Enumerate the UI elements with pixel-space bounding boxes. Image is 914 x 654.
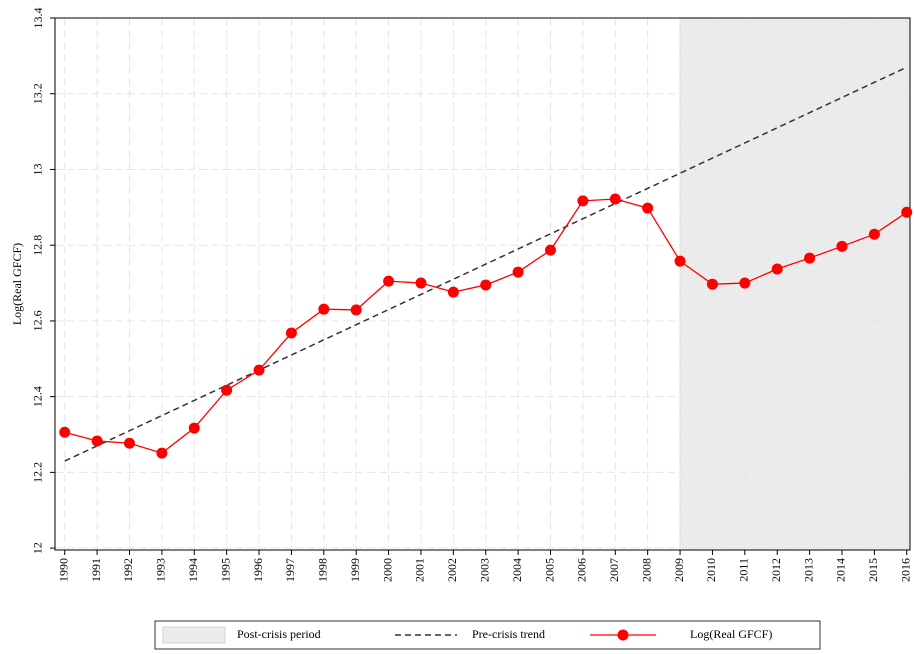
x-tick-label: 2004 (510, 558, 524, 582)
x-tick-label: 2006 (575, 558, 589, 582)
x-tick-label: 2016 (899, 558, 913, 582)
x-tick-label: 2005 (542, 558, 556, 582)
x-tick-label: 2011 (737, 558, 751, 582)
y-tick-label: 12.4 (31, 386, 45, 407)
data-point (221, 384, 233, 396)
data-point (739, 277, 751, 289)
data-point (447, 286, 459, 298)
x-tick-label: 2009 (672, 558, 686, 582)
data-point (642, 202, 654, 214)
legend-box (154, 620, 821, 650)
y-tick-label: 12.6 (31, 310, 45, 331)
y-tick-label: 13.2 (31, 83, 45, 104)
x-tick-label: 2001 (413, 558, 427, 582)
y-tick-label: 12.8 (31, 235, 45, 256)
data-point (253, 364, 265, 376)
legend-label: Log(Real GFCF) (690, 627, 772, 641)
data-point (156, 447, 168, 459)
y-tick-label: 13.4 (31, 8, 45, 29)
y-tick-label: 12 (31, 542, 45, 554)
x-tick-label: 1997 (283, 558, 297, 582)
legend-swatch (617, 629, 629, 641)
data-point (188, 422, 200, 434)
x-tick-label: 1995 (218, 558, 232, 582)
legend-label: Pre-crisis trend (472, 627, 545, 641)
x-tick-label: 2003 (477, 558, 491, 582)
x-tick-label: 1993 (154, 558, 168, 582)
x-tick-label: 1992 (121, 558, 135, 582)
data-point (706, 278, 718, 290)
x-tick-label: 2000 (380, 558, 394, 582)
legend-swatch (162, 626, 226, 644)
data-point (674, 255, 686, 267)
legend-label: Post-crisis period (237, 627, 321, 641)
x-tick-label: 2002 (445, 558, 459, 582)
data-point (901, 206, 913, 218)
data-point (123, 437, 135, 449)
y-axis-label: Log(Real GFCF) (10, 243, 24, 325)
data-point (59, 426, 71, 438)
x-tick-label: 2008 (639, 558, 653, 582)
x-tick-label: 1994 (186, 558, 200, 582)
data-point (545, 244, 557, 256)
x-tick-label: 1999 (348, 558, 362, 582)
data-point (383, 275, 395, 287)
data-point (91, 435, 103, 447)
y-tick-label: 13 (31, 163, 45, 175)
x-tick-label: 1990 (56, 558, 70, 582)
x-tick-label: 2015 (866, 558, 880, 582)
data-point (771, 263, 783, 275)
x-tick-label: 1996 (251, 558, 265, 582)
x-tick-label: 2012 (769, 558, 783, 582)
data-point (577, 195, 589, 207)
data-point (318, 303, 330, 315)
x-tick-label: 1998 (316, 558, 330, 582)
data-point (868, 228, 880, 240)
data-point (609, 193, 621, 205)
data-point (836, 240, 848, 252)
y-tick-label: 12.2 (31, 462, 45, 483)
data-point (415, 277, 427, 289)
x-tick-label: 2007 (607, 558, 621, 582)
data-point (350, 304, 362, 316)
data-point (480, 279, 492, 291)
x-tick-label: 1991 (89, 558, 103, 582)
plot-frame (54, 17, 911, 551)
data-point (512, 266, 524, 278)
x-tick-label: 2014 (834, 558, 848, 582)
trend-line (64, 66, 908, 462)
data-point (285, 327, 297, 339)
data-point (804, 252, 816, 264)
x-tick-label: 2013 (801, 558, 815, 582)
x-tick-label: 2010 (704, 558, 718, 582)
